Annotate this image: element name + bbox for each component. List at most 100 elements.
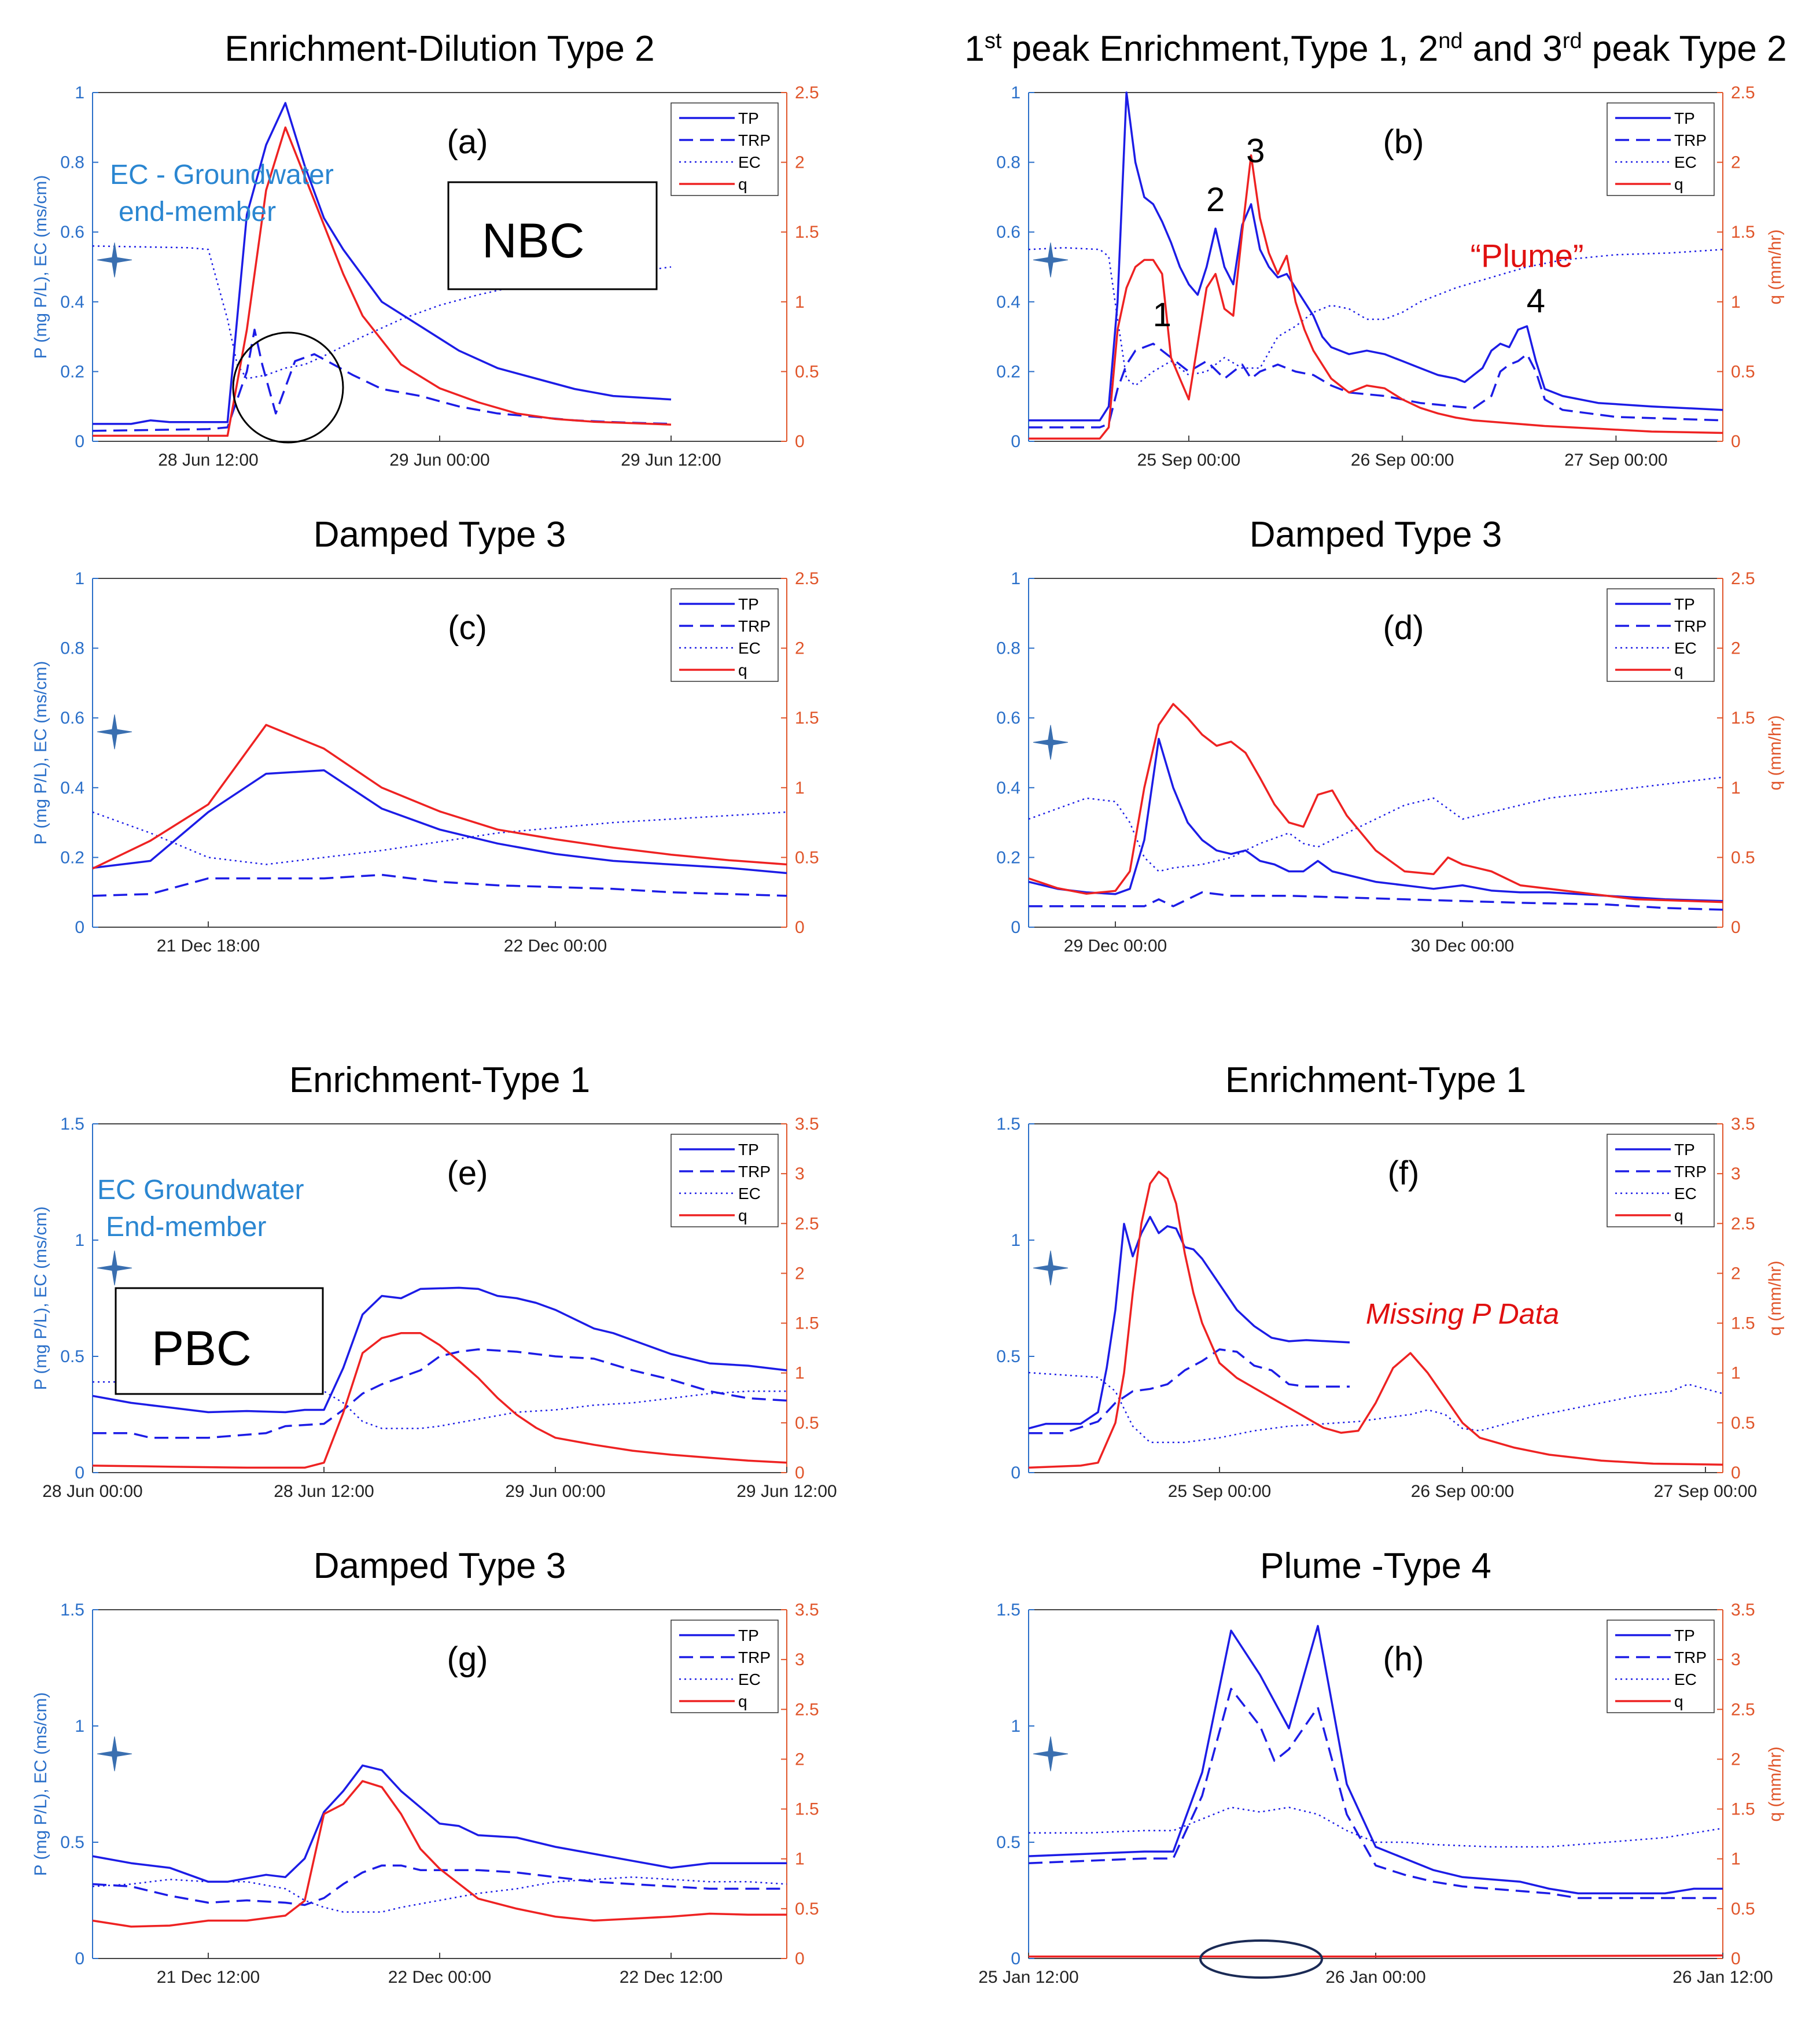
y-tick-label-left: 0.8 bbox=[996, 153, 1020, 172]
chart-annotation: “Plume” bbox=[1471, 238, 1584, 274]
y-tick-label-right: 3.5 bbox=[1731, 1600, 1755, 1620]
x-tick-label: 30 Dec 00:00 bbox=[1411, 936, 1514, 956]
y-tick-label-right: 1 bbox=[1731, 779, 1741, 798]
y-tick-label-right: 2.5 bbox=[795, 569, 819, 588]
panel-label: (g) bbox=[447, 1640, 488, 1678]
y-axis-label-right: q (mm/hr) bbox=[1766, 715, 1785, 791]
nbc-box-label: NBC bbox=[482, 213, 584, 268]
chart-panel-e: Enrichment-Type 1 0 0.5 1 1.5 0 0.5 1 1.5 2 2.5 3 3.… bbox=[31, 1060, 837, 1501]
y-tick-label-right: 3 bbox=[1731, 1164, 1741, 1183]
series-line-ec bbox=[93, 1381, 787, 1429]
legend-label-trp: TRP bbox=[738, 1163, 771, 1181]
legend-label-trp: TRP bbox=[738, 1648, 771, 1666]
plot-area bbox=[1028, 1625, 1723, 1958]
legend-box bbox=[1607, 1620, 1715, 1713]
x-tick-label: 27 Sep 00:00 bbox=[1654, 1482, 1758, 1501]
panel-label: (b) bbox=[1383, 123, 1424, 161]
legend-label-trp: TRP bbox=[1674, 1648, 1707, 1666]
end-member-star-icon bbox=[1033, 725, 1069, 760]
plot-area bbox=[92, 1286, 787, 1469]
end-member-star-icon bbox=[97, 1736, 132, 1772]
series-line-ec bbox=[92, 245, 672, 379]
y-axis-label-right: q (mm/hr) bbox=[1766, 1747, 1785, 1822]
legend-label-q: q bbox=[738, 175, 747, 193]
overlays-layer: EC - Groundwater end-member NBC EC Groun… bbox=[97, 160, 1323, 1979]
legend-label-trp: TRP bbox=[738, 131, 771, 149]
x-tick-label: 29 Jun 00:00 bbox=[505, 1482, 605, 1501]
y-tick-label-right: 0 bbox=[1731, 432, 1741, 451]
end-member-star-icon bbox=[97, 1251, 132, 1286]
legend-label-trp: TRP bbox=[1674, 617, 1707, 635]
legend-label-trp: TRP bbox=[1674, 1163, 1707, 1181]
series-line-tp bbox=[1028, 1625, 1723, 1895]
y-tick-label-right: 2.5 bbox=[1731, 1214, 1755, 1233]
y-tick-label-right: 1.5 bbox=[1731, 223, 1755, 242]
legend: TP TRP EC q bbox=[1607, 1134, 1715, 1227]
x-tick-label: 26 Jan 00:00 bbox=[1325, 1968, 1425, 1987]
y-tick-label-right: 2.5 bbox=[795, 83, 819, 102]
y-tick-label-left: 0 bbox=[1011, 432, 1020, 451]
y-tick-label-left: 1 bbox=[1011, 569, 1020, 588]
y-axis-label-right: q (mm/hr) bbox=[1766, 230, 1785, 305]
end-member-star-icon bbox=[97, 714, 132, 750]
legend-box bbox=[670, 102, 779, 196]
y-tick-label-left: 0.5 bbox=[60, 1833, 84, 1852]
chart-panel-h: Plume -Type 4 0 0.5 1 1.5 0 0.5 1 1.5 2 2.5 3 3.5 25 … bbox=[978, 1546, 1785, 1987]
y-tick-label-left: 0.6 bbox=[996, 223, 1020, 242]
x-tick-label: 28 Jun 12:00 bbox=[274, 1482, 374, 1501]
chart-title-part: and 3 bbox=[1462, 29, 1562, 69]
y-tick-label-right: 0 bbox=[1731, 918, 1741, 937]
nbc-box bbox=[447, 181, 658, 290]
series-line-tp bbox=[1028, 1216, 1350, 1430]
y-tick-label-right: 0.5 bbox=[795, 848, 819, 867]
y-tick-label-right: 0.5 bbox=[1731, 1899, 1755, 1919]
y-tick-label-right: 0.5 bbox=[795, 362, 819, 381]
chart-title-part: peak Type 2 bbox=[1582, 29, 1787, 69]
y-tick-label-left: 1.5 bbox=[996, 1600, 1020, 1620]
chart-title: Damped Type 3 bbox=[314, 1546, 566, 1586]
series-line-q bbox=[1029, 1954, 1723, 1958]
series-line-trp bbox=[92, 873, 787, 897]
chart-annotation: 4 bbox=[1527, 282, 1545, 320]
x-tick-label: 26 Sep 00:00 bbox=[1351, 451, 1454, 470]
legend-label-tp: TP bbox=[738, 1626, 759, 1644]
y-tick-label-right: 2 bbox=[1731, 639, 1741, 658]
chart-title: Enrichment-Dilution Type 2 bbox=[224, 29, 654, 69]
chart-panel-f: Enrichment-Type 1 0 0.5 1 1.5 0 0.5 1 1.5 2 2.5 3 3.… bbox=[996, 1060, 1785, 1501]
highlight-circle-a bbox=[232, 331, 344, 444]
plot-area bbox=[1028, 91, 1723, 440]
panel-label: (h) bbox=[1383, 1640, 1424, 1678]
y-tick-label-right: 0 bbox=[795, 432, 805, 451]
y-tick-label-left: 0 bbox=[75, 918, 84, 937]
plot-area bbox=[92, 102, 672, 437]
y-tick-label-right: 3.5 bbox=[795, 1600, 819, 1620]
chart-annotation: 2 bbox=[1206, 181, 1225, 219]
y-axis-label-left: P (mg P/L), EC (ms/cm) bbox=[31, 661, 50, 845]
legend: TP TRP EC q bbox=[670, 1134, 779, 1227]
panel-label: (c) bbox=[448, 609, 487, 647]
y-tick-label-right: 0 bbox=[1731, 1463, 1741, 1482]
x-tick-label: 22 Dec 12:00 bbox=[620, 1968, 723, 1987]
y-tick-label-left: 0 bbox=[75, 1463, 84, 1482]
chart-title: 1st peak Enrichment,Type 1, 2nd and 3rd … bbox=[964, 29, 1786, 69]
y-tick-label-right: 2 bbox=[1731, 1264, 1741, 1283]
series-line-trp bbox=[1028, 1687, 1723, 1899]
chart-panel-a: Enrichment-Dilution Type 2 0 0.2 0.4 0.6 0.8 1… bbox=[31, 29, 819, 470]
chart-title: Enrichment-Type 1 bbox=[1225, 1060, 1526, 1100]
ec-groundwater-annotation-e-line2: End-member bbox=[106, 1212, 266, 1242]
y-tick-label-left: 0.4 bbox=[60, 293, 84, 312]
x-tick-label: 21 Dec 12:00 bbox=[157, 1968, 260, 1987]
legend-box bbox=[670, 588, 779, 682]
y-tick-label-left: 1 bbox=[75, 1231, 84, 1250]
y-tick-label-right: 1 bbox=[1731, 293, 1741, 312]
y-tick-label-left: 0.4 bbox=[996, 293, 1020, 312]
y-axis-label-left: P (mg P/L), EC (ms/cm) bbox=[31, 1207, 50, 1390]
pbc-box bbox=[115, 1287, 324, 1395]
series-line-trp bbox=[92, 1864, 787, 1906]
x-tick-label: 29 Dec 00:00 bbox=[1064, 936, 1167, 956]
y-tick-label-right: 3.5 bbox=[1731, 1115, 1755, 1134]
legend-label-q: q bbox=[1674, 1207, 1683, 1224]
y-tick-label-left: 1.5 bbox=[60, 1600, 84, 1620]
